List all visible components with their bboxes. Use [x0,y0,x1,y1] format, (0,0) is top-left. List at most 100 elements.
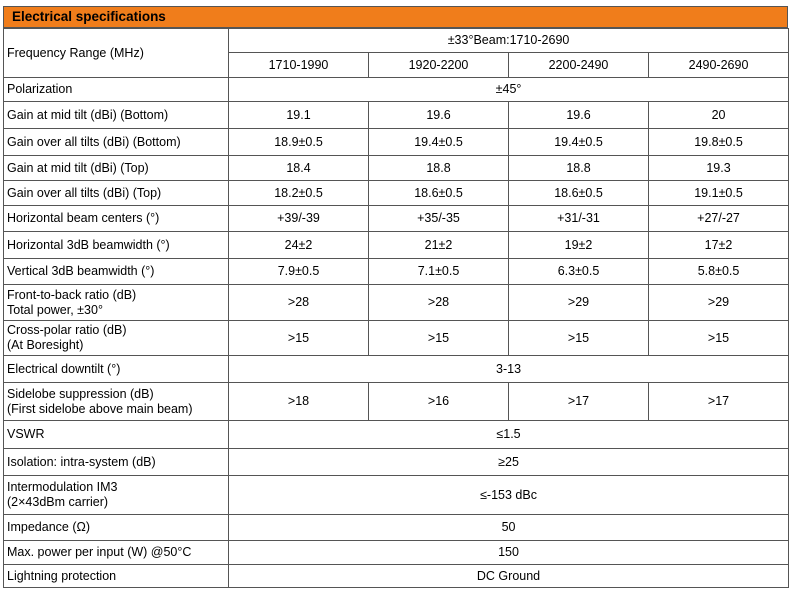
row-label: Cross-polar ratio (dB) (At Boresight) [3,320,229,356]
spec-row: Horizontal 3dB beamwidth (°) 24±2 21±2 19±2… [3,231,790,259]
value-cell: 18.9±0.5 [228,128,369,156]
label-line: Sidelobe suppression (dB) [7,386,154,401]
row-label: Isolation: intra-system (dB) [3,448,229,476]
row-label: Gain at mid tilt (dBi) (Bottom) [3,101,229,129]
value-cell: 150 [227,540,790,565]
value-cell: 18.4 [228,155,369,181]
row-label: Front-to-back ratio (dB) Total power, ±30… [3,284,229,321]
label-line: Horizontal 3dB beamwidth (°) [7,237,170,252]
label-line: Total power, ±30° [7,302,103,317]
label-line: (2×43dBm carrier) [7,495,109,509]
value-cell: 19.1±0.5 [647,180,790,206]
value-cell: +31/-31 [508,205,649,232]
value-cell: 19.6 [508,101,649,129]
value-cell: 24±2 [228,231,369,259]
label-line: Max. power per input (W) @50°C [7,545,192,559]
value-cell: 19±2 [508,231,649,259]
value-cell: ≤1.5 [227,420,790,449]
value-cell: 2200-2490 [508,52,649,78]
value-cell: >29 [647,284,790,321]
value-cell: 19.1 [228,101,369,129]
label-line: VSWR [7,427,45,441]
spec-row: Sidelobe suppression (dB) (First sidelobe… [3,382,790,421]
value-cell: +39/-39 [228,205,369,232]
value-cell: 50 [227,514,790,541]
row-label: Frequency Range (MHz) [3,28,229,78]
spec-row: Gain over all tilts (dBi) (Bottom) 18.9±0… [3,128,790,156]
value-cell: ±45° [227,77,790,102]
value-cell: 1920-2200 [368,52,509,78]
label-line: Isolation: intra-system (dB) [7,454,156,469]
value-cell: DC Ground [227,564,790,588]
value-cell: 17±2 [647,231,790,259]
value-cell: 18.8 [368,155,509,181]
value-cell: 6.3±0.5 [508,258,649,285]
spec-row: Gain at mid tilt (dBi) (Top) 18.4 18.8 18.8… [3,155,790,181]
row-label: Electrical downtilt (°) [3,355,229,383]
spec-row: Vertical 3dB beamwidth (°) 7.9±0.5 7.1±0.5… [3,258,790,285]
spec-row: Isolation: intra-system (dB) ≥25 [3,448,790,476]
value-cell: >15 [228,320,369,356]
value-cell: 18.6±0.5 [508,180,649,206]
label-line: Lightning protection [7,568,117,583]
spec-row: VSWR ≤1.5 [3,420,790,449]
value-cell: +35/-35 [368,205,509,232]
value-cell: 19.3 [647,155,790,181]
spec-row: Horizontal beam centers (°) +39/-39 +35/-3… [3,205,790,232]
value-cell: ≤-153 dBc [227,475,790,515]
value-cell: 7.9±0.5 [228,258,369,285]
spec-row: Front-to-back ratio (dB) Total power, ±30… [3,284,790,321]
value-cell: >18 [228,382,369,421]
value-cell: 19.6 [368,101,509,129]
value-cell: ≥25 [227,448,790,476]
row-label: Horizontal 3dB beamwidth (°) [3,231,229,259]
row-label: Intermodulation IM3 (2×43dBm carrier) [3,475,229,515]
label-line: Gain at mid tilt (dBi) (Top) [7,160,149,175]
spec-row: Polarization ±45° [3,77,790,102]
label-line: (First sidelobe above main beam) [7,401,193,416]
value-cell: >17 [647,382,790,421]
value-cell: 21±2 [368,231,509,259]
value-cell: 1710-1990 [228,52,369,78]
value-cell: 19.8±0.5 [647,128,790,156]
spec-row: Cross-polar ratio (dB) (At Boresight) >15 >… [3,320,790,356]
spec-row: Gain at mid tilt (dBi) (Bottom) 19.1 19.6 1… [3,101,790,129]
row-label: Gain over all tilts (dBi) (Top) [3,180,229,206]
section-title: Electrical specifications [3,6,788,28]
row-label: Gain over all tilts (dBi) (Bottom) [3,128,229,156]
label-line: Vertical 3dB beamwidth (°) [7,264,155,278]
value-cell: 18.8 [508,155,649,181]
spec-sheet: Electrical specifications Frequency Rang… [3,6,790,588]
value-cell: 2490-2690 [647,52,790,78]
row-label: Horizontal beam centers (°) [3,205,229,232]
row-label: VSWR [3,420,229,449]
value-cell: 19.4±0.5 [368,128,509,156]
value-cell: >15 [647,320,790,356]
value-cell: 5.8±0.5 [647,258,790,285]
label-line: Impedance (Ω) [7,520,90,534]
row-label: Gain at mid tilt (dBi) (Top) [3,155,229,181]
value-cell: 3-13 [227,355,790,383]
row-label: Polarization [3,77,229,102]
row-label: Max. power per input (W) @50°C [3,540,229,565]
label-line: Gain at mid tilt (dBi) (Bottom) [7,107,169,122]
value-cell: 7.1±0.5 [368,258,509,285]
value-cell: 19.4±0.5 [508,128,649,156]
label-line: Cross-polar ratio (dB) [7,323,127,337]
value-cell: >16 [368,382,509,421]
value-cell: >15 [368,320,509,356]
spec-row: Frequency Range (MHz) ±33°Beam:1710-2690 [3,28,790,78]
spec-row: Max. power per input (W) @50°C 150 [3,540,790,565]
label-line: Polarization [7,82,73,96]
label-line: Gain over all tilts (dBi) (Top) [7,185,162,200]
row-label: Vertical 3dB beamwidth (°) [3,258,229,285]
spec-table: Frequency Range (MHz) ±33°Beam:1710-2690 1… [3,28,790,588]
value-cell: >28 [368,284,509,321]
spec-row: Impedance (Ω) 50 [3,514,790,541]
value-cell: 18.6±0.5 [368,180,509,206]
span-value: ±33°Beam:1710-2690 [227,28,790,53]
value-cell: >15 [508,320,649,356]
spec-subrow: 1710-1990 1920-2200 2200-2490 2490-2690 [4,52,790,78]
row-label: Impedance (Ω) [3,514,229,541]
row-label: Sidelobe suppression (dB) (First sidelobe… [3,382,229,421]
